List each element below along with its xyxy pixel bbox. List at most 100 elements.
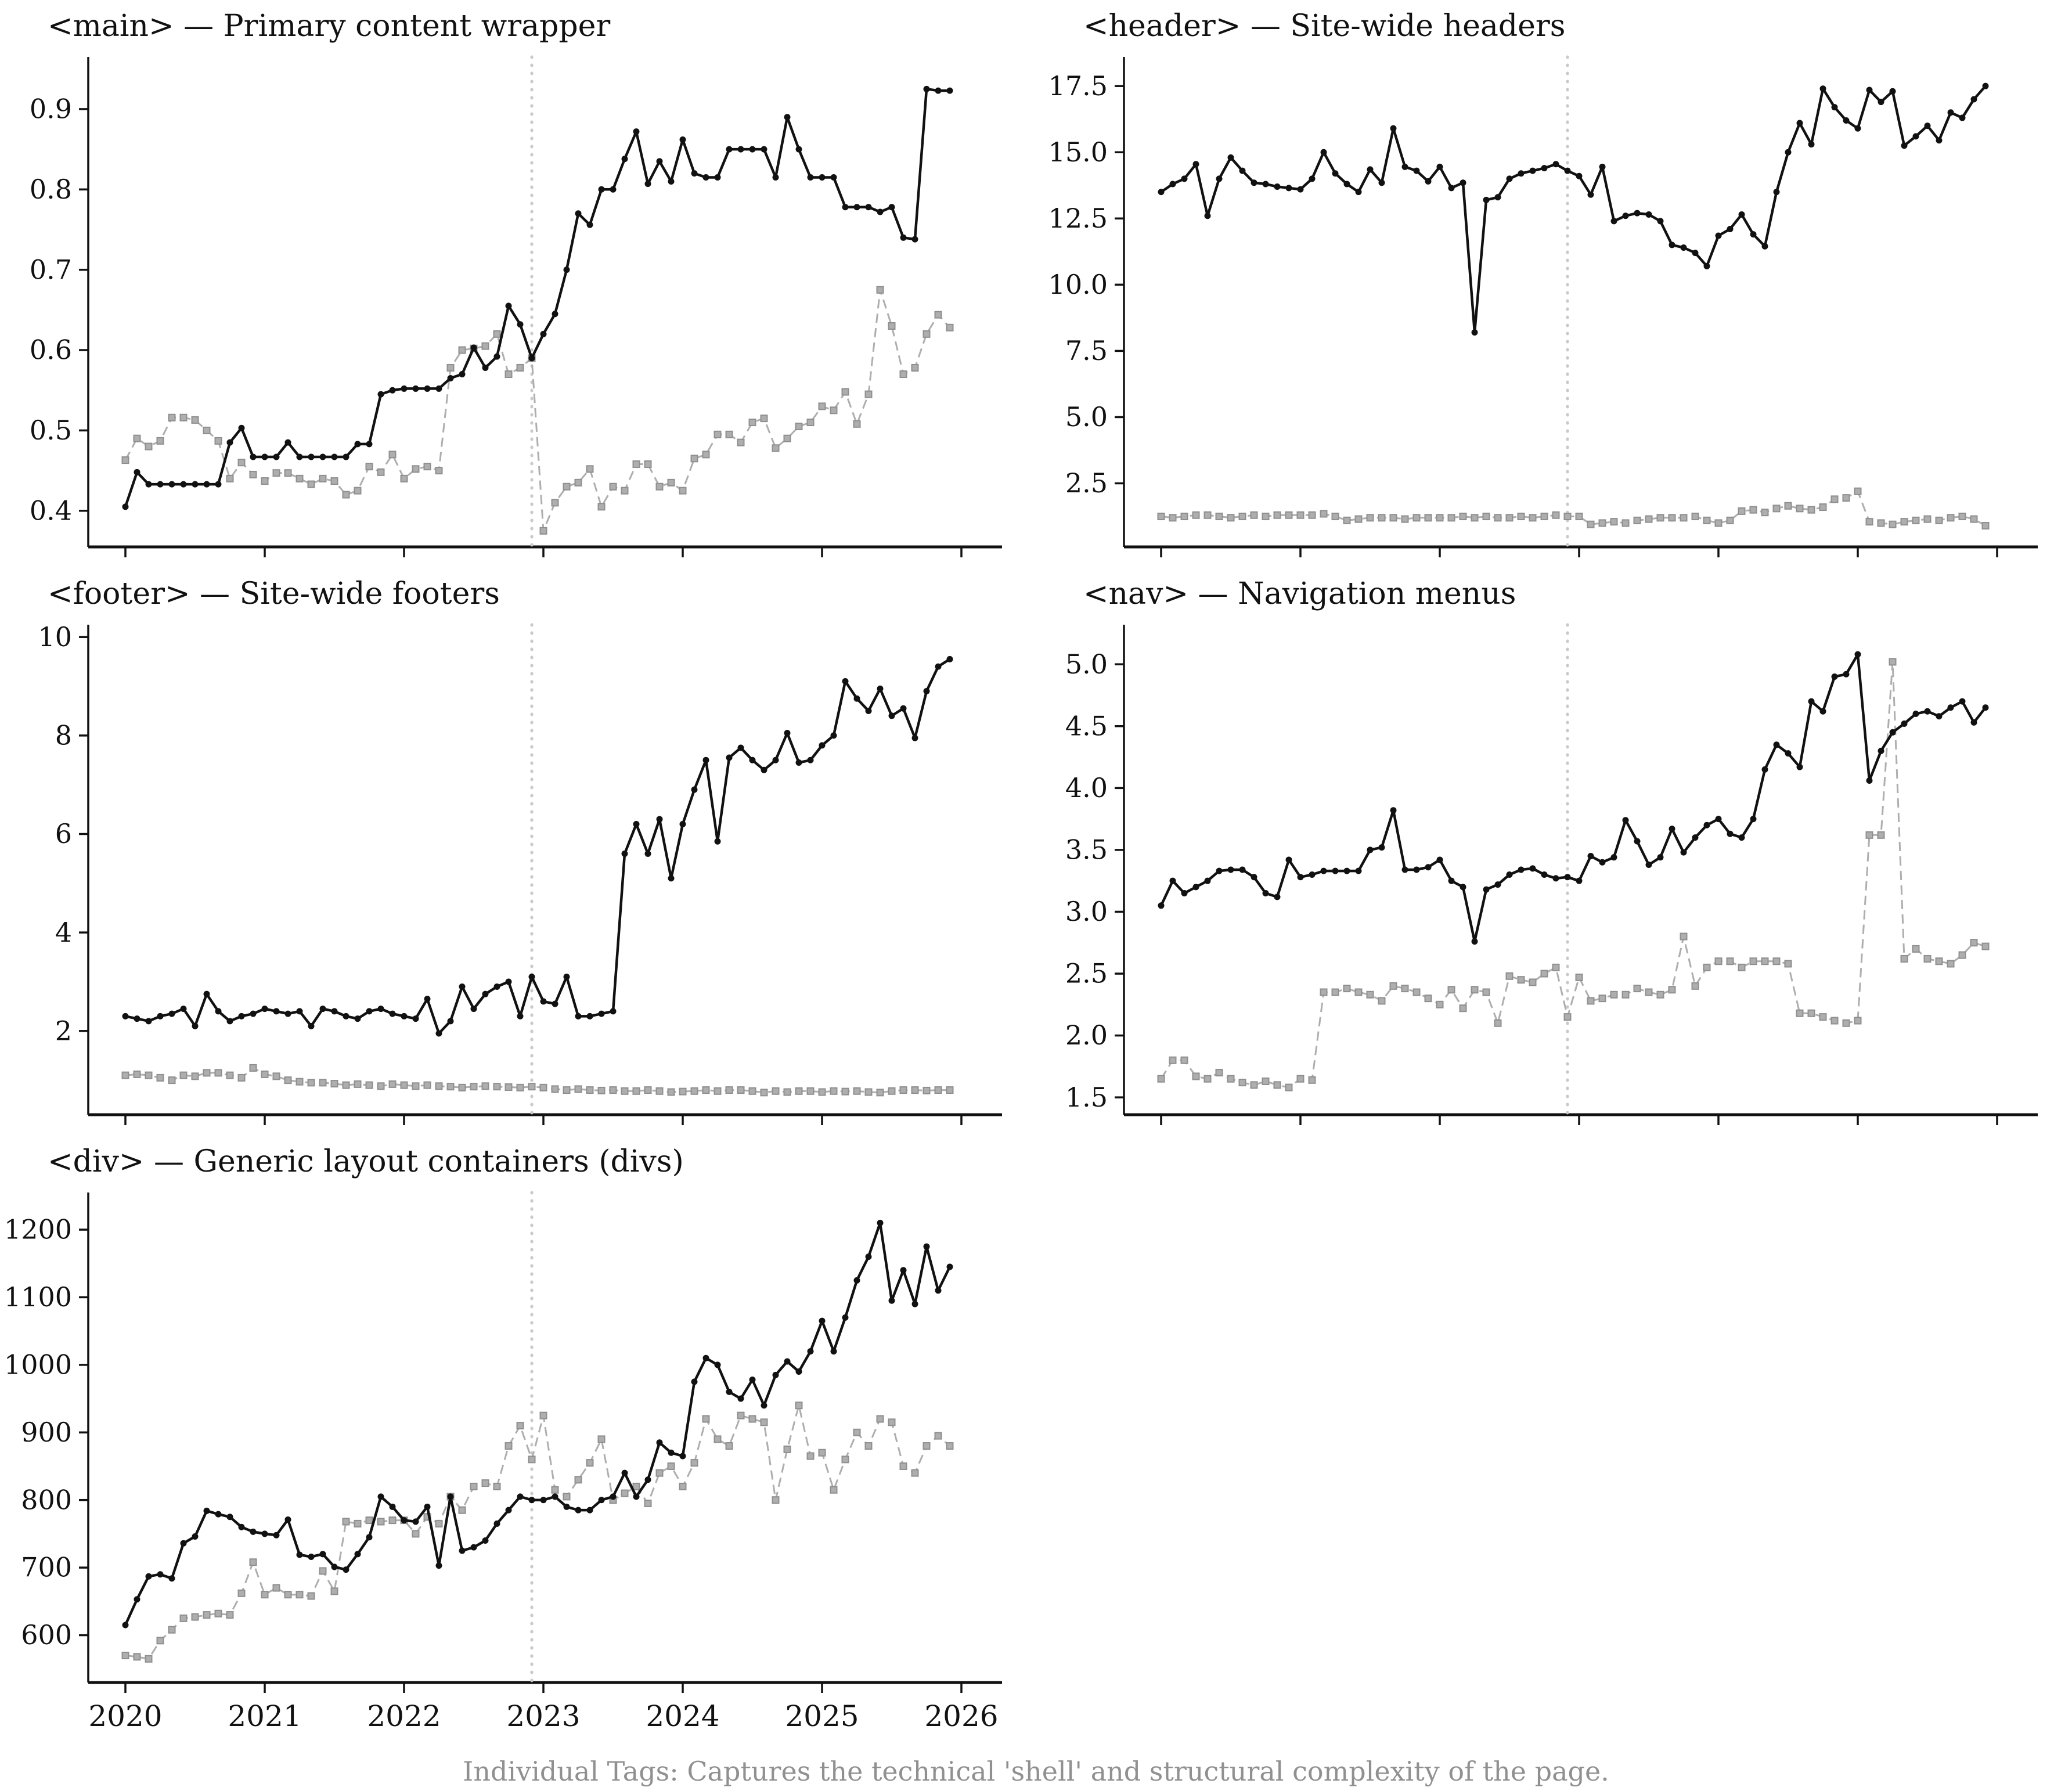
data-point-square (551, 1486, 559, 1494)
data-point-circle (238, 424, 245, 431)
data-point-square (1738, 963, 1746, 971)
data-point-square (1668, 514, 1676, 522)
data-point-circle (1552, 161, 1559, 168)
data-point-circle (540, 1497, 547, 1504)
data-point-square (1830, 1017, 1839, 1025)
data-point-square (458, 1506, 466, 1514)
y-tick-label: 2.5 (1065, 958, 1108, 989)
data-point-circle (435, 1562, 442, 1569)
y-tick-label: 2 (55, 1015, 72, 1046)
data-point-circle (238, 1523, 245, 1530)
data-point-circle (1251, 874, 1257, 881)
data-point-square (667, 1462, 675, 1470)
data-point-square (760, 1418, 768, 1426)
data-point-square (655, 482, 664, 491)
data-point-square (214, 437, 222, 445)
data-point-circle (122, 1622, 129, 1629)
data-point-square (400, 474, 408, 482)
chart-title-div: <div> — Generic layout containers (divs) (48, 1144, 684, 1179)
data-point-circle (1529, 167, 1536, 174)
data-point-square (226, 474, 234, 482)
series-line (124, 1222, 952, 1626)
data-point-circle (644, 850, 651, 857)
data-point-circle (1634, 838, 1641, 845)
y-tick-label: 8 (55, 719, 72, 751)
data-point-circle (1622, 212, 1629, 219)
data-point-circle (319, 1551, 326, 1558)
data-point-circle (1309, 175, 1316, 182)
data-point-circle (1645, 211, 1652, 218)
series-baseline (121, 1064, 954, 1097)
data-point-square (1494, 514, 1502, 522)
data-point-square (1587, 997, 1595, 1005)
data-point-square (1180, 1056, 1188, 1064)
data-point-square (1552, 963, 1560, 971)
data-point-square (1389, 982, 1397, 990)
data-point-circle (354, 441, 361, 448)
data-point-circle (226, 439, 233, 446)
x-tick-label: 2022 (367, 1699, 441, 1733)
data-point-circle (157, 481, 164, 488)
data-point-circle (180, 481, 187, 488)
data-point-circle (1982, 82, 1989, 89)
data-point-circle (250, 453, 257, 460)
data-point-square (377, 1082, 385, 1090)
data-point-square (377, 1518, 385, 1526)
data-point-circle (714, 1361, 721, 1368)
x-tick-label: 2023 (506, 1699, 580, 1733)
data-point-square (574, 1476, 582, 1484)
data-point-circle (586, 221, 593, 228)
data-point-circle (819, 1317, 826, 1324)
data-point-square (1947, 960, 1955, 968)
data-point-circle (459, 1547, 466, 1554)
data-point-square (179, 413, 188, 421)
data-point-circle (528, 1497, 535, 1504)
data-point-square (783, 1088, 791, 1096)
data-point-circle (1564, 874, 1571, 881)
data-point-square (795, 1402, 803, 1410)
data-point-square (702, 1086, 710, 1094)
data-point-circle (691, 786, 698, 793)
data-point-square (667, 1088, 675, 1096)
data-point-square (1436, 514, 1444, 522)
chart-main-tag: <main> — Primary content wrapper 0.4 0.5 0… (0, 0, 1036, 568)
series-line (125, 658, 951, 1035)
data-point-square (1540, 970, 1548, 978)
data-point-square (551, 1085, 559, 1093)
y-tick-label: 0.6 (30, 334, 72, 366)
data-point-square (423, 1081, 431, 1089)
data-point-square (1610, 990, 1618, 999)
chart-div-tag: <div> — Generic layout containers (divs)… (0, 1136, 1036, 1752)
data-point-square (1900, 518, 1908, 526)
data-point-square (841, 388, 849, 396)
data-point-square (876, 1415, 884, 1423)
data-point-circle (1599, 163, 1606, 170)
data-point-square (493, 1083, 501, 1091)
data-point-square (307, 480, 315, 488)
data-point-square (1830, 495, 1839, 503)
data-point-circle (134, 1596, 140, 1603)
data-point-square (1912, 945, 1920, 953)
data-point-square (1761, 957, 1769, 965)
data-point-square (505, 1442, 513, 1450)
data-point-square (597, 503, 606, 511)
data-point-square (412, 1530, 420, 1538)
data-point-circle (865, 204, 872, 211)
data-point-circle (1158, 189, 1165, 196)
data-point-circle (1169, 181, 1176, 188)
data-point-circle (1181, 889, 1188, 896)
data-point-square (505, 370, 513, 379)
data-point-square (864, 1442, 873, 1450)
data-point-circle (1506, 175, 1513, 182)
chart-header-tag: <header> — Site-wide headers 2.5 5.0 7.5 10… (1036, 0, 2072, 568)
data-point-square (284, 1591, 292, 1599)
data-point-square (864, 390, 873, 398)
data-point-circle (308, 1022, 315, 1029)
data-point-square (354, 487, 362, 495)
data-point-circle (540, 330, 547, 337)
data-point-circle (563, 973, 570, 980)
data-point-square (1157, 513, 1165, 521)
data-point-square (214, 1069, 222, 1077)
data-point-square (586, 465, 594, 473)
data-point-circle (807, 174, 814, 181)
